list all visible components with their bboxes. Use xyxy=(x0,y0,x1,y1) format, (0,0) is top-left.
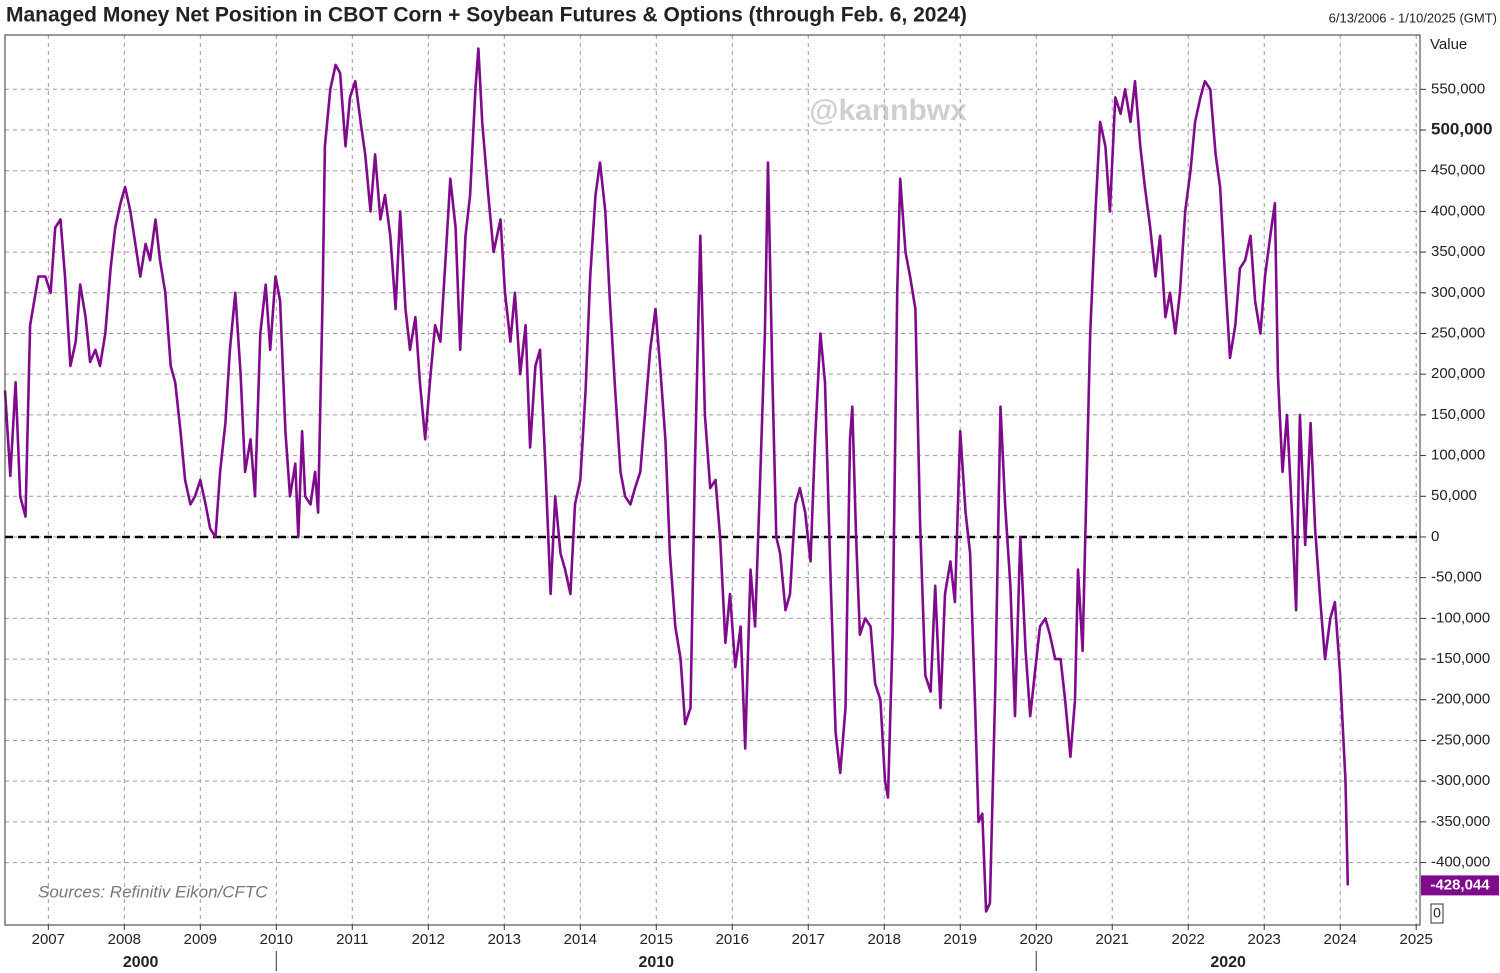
x-tick-label: 2018 xyxy=(868,931,901,948)
bottom-axis-box xyxy=(1430,903,1444,924)
y-tick-label: 150,000 xyxy=(1431,406,1485,423)
x-tick-label: 2010 xyxy=(260,931,293,948)
y-tick-label: -200,000 xyxy=(1431,691,1490,708)
x-tick-label: 2011 xyxy=(336,931,368,948)
x-tick-label: 2017 xyxy=(792,931,825,948)
y-tick-label: 400,000 xyxy=(1431,202,1485,219)
x-tick-label: 2012 xyxy=(412,931,445,948)
y-tick-label: 0 xyxy=(1431,528,1439,545)
y-tick-label: -300,000 xyxy=(1431,772,1490,789)
y-tick-label: 100,000 xyxy=(1431,447,1485,464)
y-tick-label: 350,000 xyxy=(1431,243,1485,260)
x-tick-label: 2008 xyxy=(108,931,141,948)
x-tick-label: 2024 xyxy=(1324,931,1357,948)
x-tick-label: 2009 xyxy=(184,931,217,948)
decade-label: 2010 xyxy=(638,954,674,971)
y-tick-label: 50,000 xyxy=(1431,487,1477,504)
y-tick-label: 500,000 xyxy=(1431,119,1492,138)
x-tick-label: 2014 xyxy=(564,931,597,948)
x-tick-label: 2020 xyxy=(1020,931,1053,948)
watermark: @kannbwx xyxy=(809,94,967,127)
decade-label: 2000 xyxy=(123,954,159,971)
x-tick-label: 2021 xyxy=(1096,931,1129,948)
y-tick-label: -100,000 xyxy=(1431,609,1490,626)
y-tick-label: 250,000 xyxy=(1431,324,1485,341)
y-tick-label: -150,000 xyxy=(1431,650,1490,667)
y-tick-label: -350,000 xyxy=(1431,813,1490,830)
y-tick-label: 200,000 xyxy=(1431,365,1485,382)
y-axis-header: Value xyxy=(1430,36,1467,53)
series-line xyxy=(3,47,1350,913)
end-label-box xyxy=(1421,875,1499,896)
decade-label: 2020 xyxy=(1210,954,1246,971)
x-tick-label: 2007 xyxy=(32,931,65,948)
end-label: -428,044 xyxy=(1430,876,1490,893)
y-tick-label: -400,000 xyxy=(1431,854,1490,871)
y-tick-label: -50,000 xyxy=(1431,569,1482,586)
x-tick-label: 2025 xyxy=(1400,931,1433,948)
date-range: 6/13/2006 - 1/10/2025 (GMT) xyxy=(1329,10,1497,25)
x-tick-label: 2016 xyxy=(716,931,749,948)
x-tick-label: 2013 xyxy=(488,931,521,948)
y-tick-label: 300,000 xyxy=(1431,284,1485,301)
x-tick-label: 2022 xyxy=(1172,931,1205,948)
y-tick-label: 550,000 xyxy=(1431,80,1485,97)
chart-title: Managed Money Net Position in CBOT Corn … xyxy=(6,4,967,27)
y-tick-label: -250,000 xyxy=(1431,731,1490,748)
plot-frame xyxy=(4,34,1421,926)
source-note: Sources: Refinitiv Eikon/CFTC xyxy=(38,882,268,901)
y-tick-label: 450,000 xyxy=(1431,162,1485,179)
x-tick-label: 2023 xyxy=(1248,931,1281,948)
x-tick-label: 2015 xyxy=(640,931,673,948)
x-tick-label: 2019 xyxy=(944,931,977,948)
bottom-axis-label: 0 xyxy=(1433,905,1441,921)
